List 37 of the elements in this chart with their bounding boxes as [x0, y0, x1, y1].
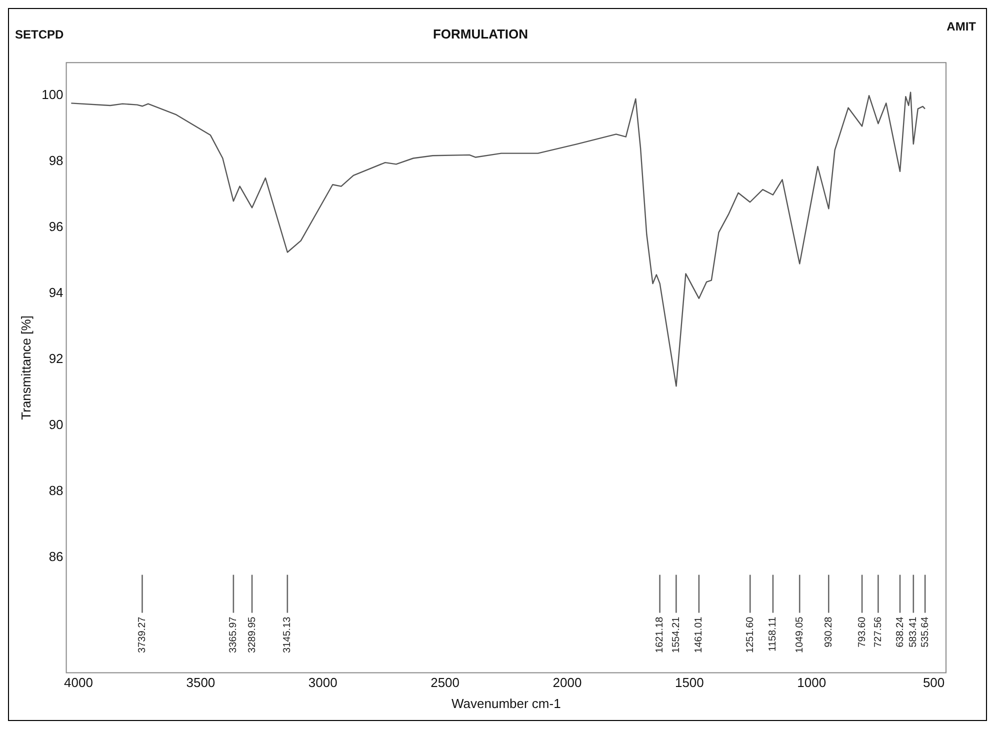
y-axis-title: Transmittance [%] — [18, 316, 34, 420]
annotation: 638.24 — [894, 616, 906, 648]
annotation: 930.28 — [823, 616, 834, 648]
annotation: 3739.27 — [136, 616, 148, 653]
y-tick-label: 92 — [48, 351, 64, 366]
annotation: 3365.97 — [228, 616, 240, 653]
x-tick-label: 3000 — [308, 675, 338, 690]
x-tick-label: 1500 — [674, 675, 704, 690]
text: SETCPD — [15, 27, 64, 42]
x-tick-label: 500 — [922, 675, 945, 690]
x-tick-label: 3500 — [186, 675, 216, 690]
annotation: 583.41 — [908, 616, 920, 648]
chart-title: FORMULATION — [432, 26, 528, 42]
annotation: 1049.05 — [794, 616, 806, 653]
x-axis-title: Wavenumber cm-1 — [451, 696, 561, 711]
text: AMIT — [946, 19, 977, 34]
y-tick-label: 100 — [42, 87, 64, 102]
annotation: 1461.01 — [694, 616, 705, 653]
annotation: 3145.13 — [282, 616, 294, 653]
y-tick-label: 94 — [48, 285, 64, 300]
x-tick-label: 2500 — [430, 675, 460, 690]
annotation: 1554.21 — [670, 616, 682, 653]
x-tick-label: 4000 — [64, 675, 93, 690]
annotation: 3289.95 — [246, 616, 258, 653]
y-tick-label: 86 — [48, 548, 64, 564]
y-tick-label: 90 — [48, 417, 64, 432]
x-tick-label: 1000 — [797, 675, 826, 690]
annotation: 535.64 — [920, 616, 931, 648]
annotation: 727.56 — [872, 616, 884, 648]
annotation: 1621.18 — [654, 616, 666, 653]
annotation: 1158.11 — [768, 616, 779, 652]
y-tick-label: 88 — [48, 482, 64, 498]
y-tick-label: 98 — [48, 153, 64, 168]
y-tick-label: 96 — [48, 219, 64, 234]
annotation: 1251.60 — [744, 616, 756, 653]
annotation: 793.60 — [856, 616, 868, 648]
x-tick-label: 2000 — [552, 675, 582, 690]
